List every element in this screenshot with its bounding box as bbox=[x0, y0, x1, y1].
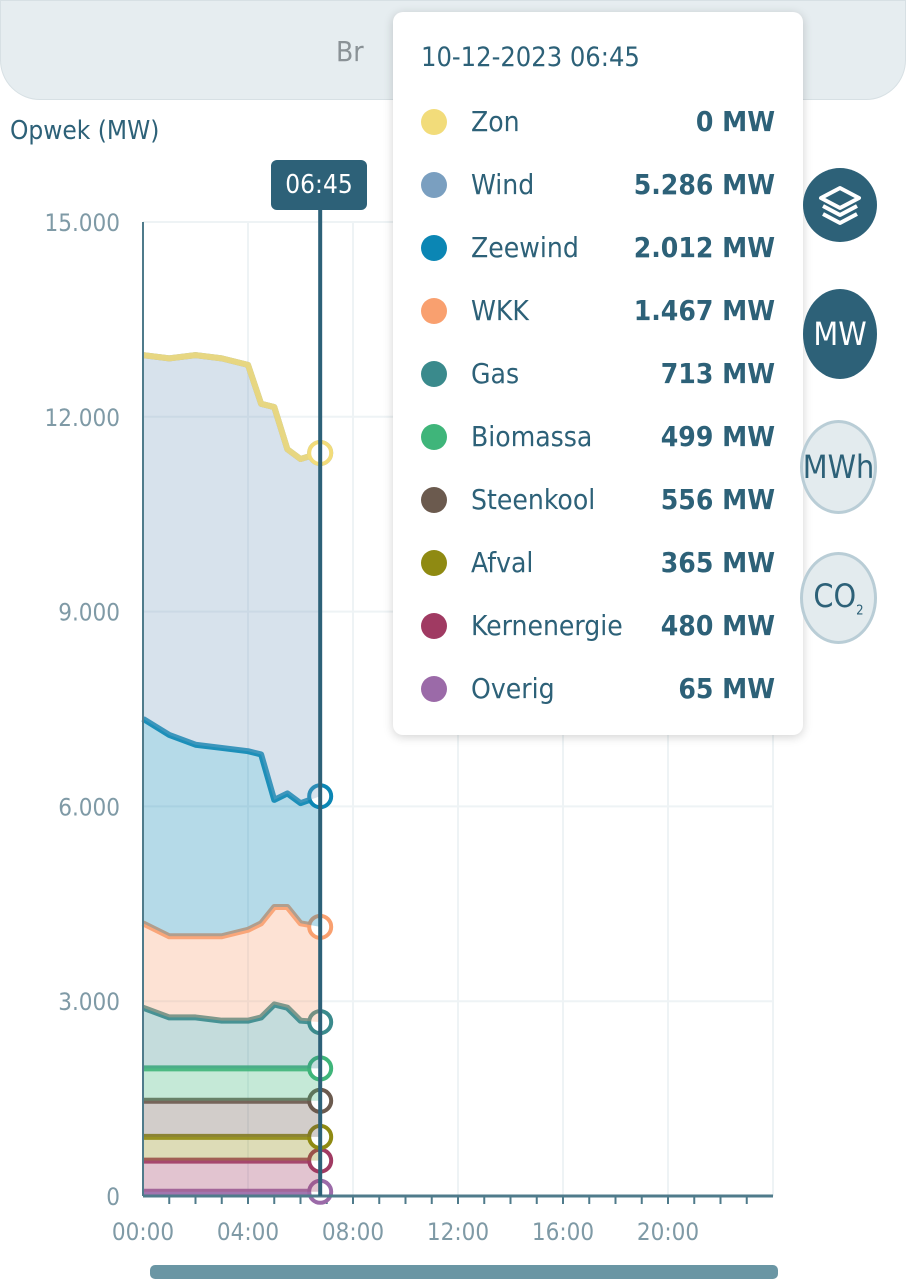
y-tick-label: 15.000 bbox=[44, 209, 120, 237]
tooltip-row: Wind 5.286 MW bbox=[421, 153, 775, 216]
series-name: Biomassa bbox=[471, 420, 593, 453]
area-steenkool bbox=[143, 1100, 321, 1137]
series-name: Gas bbox=[471, 357, 520, 390]
series-value: 713 MW bbox=[660, 357, 775, 390]
mw-label: MW bbox=[813, 315, 867, 353]
tooltip-title: 10-12-2023 06:45 bbox=[421, 42, 640, 73]
area-gas bbox=[143, 1004, 321, 1069]
series-name: Afval bbox=[471, 546, 534, 579]
legend-dot bbox=[421, 486, 447, 513]
tooltip-row: Afval 365 MW bbox=[421, 531, 775, 594]
series-value: 556 MW bbox=[660, 483, 775, 516]
area-wkk bbox=[143, 907, 321, 1023]
y-tick-label: 12.000 bbox=[44, 404, 120, 432]
y-tick-label: 6.000 bbox=[58, 793, 120, 821]
x-tick-label: 20:00 bbox=[637, 1218, 699, 1246]
series-name: Steenkool bbox=[471, 483, 596, 516]
tooltip-row: Overig 65 MW bbox=[421, 657, 775, 720]
cursor-time-label: 06:45 bbox=[271, 160, 367, 210]
x-tick-label: 12:00 bbox=[427, 1218, 489, 1246]
series-name: Wind bbox=[471, 168, 535, 201]
tooltip-row: Steenkool 556 MW bbox=[421, 468, 775, 531]
legend-dot bbox=[421, 675, 447, 702]
tooltip-row: Zeewind 2.012 MW bbox=[421, 216, 775, 279]
tooltip-row: WKK 1.467 MW bbox=[421, 279, 775, 342]
area-afval bbox=[143, 1136, 321, 1161]
y-tick-label: 0 bbox=[106, 1183, 120, 1211]
legend-dot bbox=[421, 549, 447, 576]
mw-button[interactable]: MW bbox=[803, 289, 877, 379]
tooltip-row: Biomassa 499 MW bbox=[421, 405, 775, 468]
layers-button[interactable] bbox=[803, 168, 877, 242]
legend-dot bbox=[421, 171, 447, 198]
legend-dot bbox=[421, 234, 447, 261]
line-wkk bbox=[141, 904, 321, 940]
x-tick-label: 16:00 bbox=[532, 1218, 594, 1246]
area-biomassa bbox=[143, 1068, 321, 1101]
tooltip: 10-12-2023 06:45 Zon 0 MW Wind 5.286 MW Zeew… bbox=[393, 12, 803, 735]
tooltip-row: Gas 713 MW bbox=[421, 342, 775, 405]
x-tick-label: 08:00 bbox=[322, 1218, 384, 1246]
legend-dot bbox=[421, 423, 447, 450]
series-value: 5.286 MW bbox=[633, 168, 775, 201]
legend-dot bbox=[421, 297, 447, 324]
legend-dot bbox=[421, 360, 447, 387]
co2-text: CO bbox=[813, 577, 857, 616]
series-name: WKK bbox=[471, 294, 529, 327]
mwh-label: MWh bbox=[802, 448, 875, 486]
legend-dot bbox=[421, 612, 447, 639]
series-name: Overig bbox=[471, 672, 555, 705]
area-kernenergie bbox=[143, 1160, 321, 1192]
series-value: 499 MW bbox=[660, 420, 775, 453]
series-value: 480 MW bbox=[660, 609, 775, 642]
tooltip-row: Kernenergie 480 MW bbox=[421, 594, 775, 657]
mwh-button[interactable]: MWh bbox=[800, 420, 877, 514]
co2-button[interactable]: CO2 bbox=[800, 552, 877, 644]
x-tick-label: 04:00 bbox=[217, 1218, 279, 1246]
y-tick-label: 3.000 bbox=[58, 988, 120, 1016]
series-name: Zon bbox=[471, 105, 520, 138]
area-zeewind bbox=[143, 718, 321, 937]
series-value: 2.012 MW bbox=[633, 231, 775, 264]
legend-dot bbox=[421, 108, 447, 135]
series-value: 65 MW bbox=[678, 672, 775, 705]
series-name: Zeewind bbox=[471, 231, 579, 264]
line-zeewind bbox=[141, 716, 322, 807]
series-value: 365 MW bbox=[660, 546, 775, 579]
tooltip-row: Zon 0 MW bbox=[421, 90, 775, 153]
line-gas bbox=[141, 1001, 321, 1026]
co2-subscript: 2 bbox=[856, 603, 864, 619]
y-tick-label: 9.000 bbox=[58, 599, 120, 627]
header-title: Br bbox=[336, 35, 364, 68]
area-wind bbox=[143, 355, 321, 804]
co2-label: CO2 bbox=[813, 577, 863, 618]
y-axis-label: Opwek (MW) bbox=[10, 116, 160, 146]
line-zon bbox=[142, 352, 322, 463]
series-value: 0 MW bbox=[695, 105, 775, 138]
layers-icon bbox=[819, 186, 861, 225]
x-tick-label: 00:00 bbox=[112, 1218, 174, 1246]
series-value: 1.467 MW bbox=[633, 294, 775, 327]
range-scrollbar[interactable] bbox=[150, 1265, 778, 1279]
series-name: Kernenergie bbox=[471, 609, 623, 642]
